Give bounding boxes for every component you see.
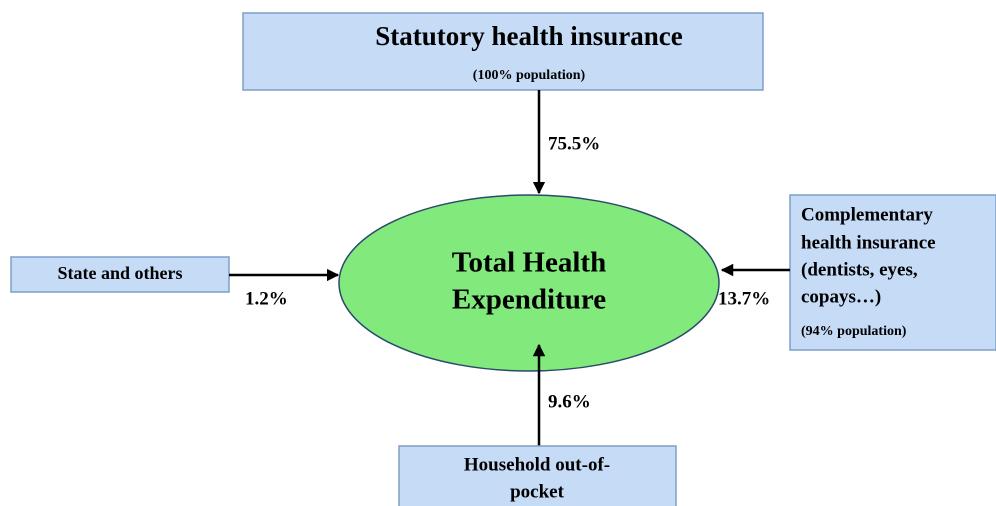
complementary-box — [789, 194, 996, 351]
node-note: (94% population) — [801, 324, 907, 339]
flow-label: 13.7% — [718, 288, 770, 309]
node-note: (100% population) — [473, 68, 586, 83]
node-label: copays…) — [801, 286, 881, 307]
flow-label: 1.2% — [245, 288, 288, 309]
node-label: (dentists, eyes, — [801, 259, 918, 280]
flow-label: 75.5% — [548, 133, 600, 154]
node-label: pocket — [510, 481, 565, 502]
statutory-box — [242, 12, 764, 91]
state-box — [10, 256, 230, 293]
node-label: Total Health — [452, 247, 606, 279]
node-label: State and others — [58, 263, 183, 283]
node-label: Statutory health insurance — [375, 21, 683, 51]
node-label: Complementary — [801, 204, 933, 225]
household-box — [398, 445, 677, 506]
node-label: Expenditure — [452, 284, 606, 316]
node-label: health insurance — [801, 232, 936, 253]
node-label: Household out-of- — [464, 454, 610, 475]
flow-label: 9.6% — [548, 391, 591, 412]
total-ellipse — [338, 194, 720, 372]
